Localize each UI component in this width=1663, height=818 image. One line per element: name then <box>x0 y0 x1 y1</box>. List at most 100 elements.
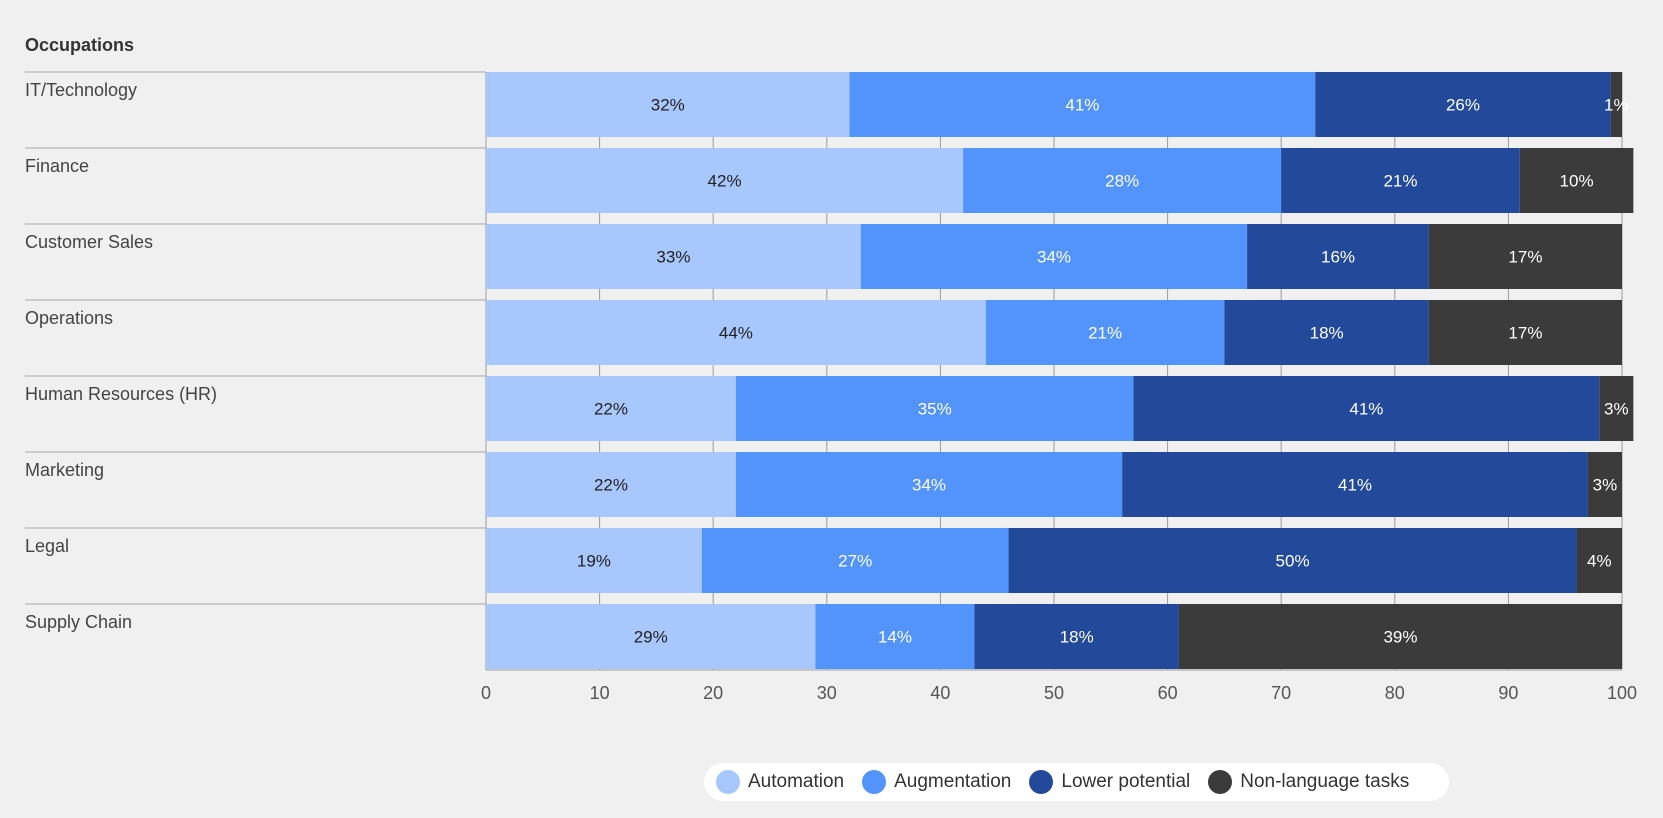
legend-swatch <box>716 770 740 794</box>
data-label: 4% <box>1587 552 1612 571</box>
bar-row: Human Resources (HR) 22% 35% 41% 3% <box>25 375 1634 441</box>
bar-segment <box>486 72 850 137</box>
bar-segment <box>1224 300 1429 365</box>
data-label: 18% <box>1310 324 1344 343</box>
data-label: 28% <box>1105 172 1139 191</box>
bar-segment <box>1281 148 1520 213</box>
x-tick-label: 90 <box>1498 683 1518 703</box>
bar-segment <box>486 604 816 669</box>
data-label: 34% <box>1037 248 1071 267</box>
x-tick-label: 80 <box>1385 683 1405 703</box>
bar-segment <box>1178 604 1622 669</box>
bar-segment <box>1122 452 1588 517</box>
data-label: 26% <box>1446 96 1480 115</box>
bar-segment <box>1576 528 1622 593</box>
category-label: Legal <box>25 536 69 556</box>
bar-segment <box>1247 224 1429 289</box>
category-label: Supply Chain <box>25 612 132 632</box>
x-axis: 0 10 20 30 40 50 60 70 80 90 100 <box>481 669 1637 703</box>
data-label: 10% <box>1560 172 1594 191</box>
bar-row: Customer Sales 33% 34% 16% 17% <box>25 223 1622 289</box>
data-label: 34% <box>912 476 946 495</box>
bar-segment <box>1315 72 1611 137</box>
data-label: 29% <box>634 628 668 647</box>
legend-item: Augmentation <box>862 770 1011 794</box>
legend-swatch <box>862 770 887 794</box>
legend: Automation Augmentation Lower potential Non… <box>704 763 1449 801</box>
bar-row: Legal 19% 27% 50% 4% <box>25 527 1622 593</box>
bar-segment <box>849 72 1316 137</box>
data-label: 14% <box>878 628 912 647</box>
data-label: 50% <box>1276 552 1310 571</box>
data-label: 16% <box>1321 248 1355 267</box>
category-label: Marketing <box>25 460 104 480</box>
legend-item: Non-language tasks <box>1208 770 1409 794</box>
bar-segment <box>1428 300 1622 365</box>
legend-item: Automation <box>716 770 844 794</box>
bar-segment <box>815 604 975 669</box>
x-tick-label: 50 <box>1044 683 1064 703</box>
x-tick-label: 100 <box>1607 683 1637 703</box>
legend-swatch <box>1029 770 1054 794</box>
legend-label: Augmentation <box>894 771 1012 792</box>
bar-segment <box>735 452 1123 517</box>
x-tick-label: 10 <box>590 683 610 703</box>
data-label: 42% <box>708 172 742 191</box>
data-label: 27% <box>838 552 872 571</box>
bar-segment <box>1519 148 1634 213</box>
bar-row: Finance 42% 28% 21% 10% <box>25 147 1634 213</box>
data-label: 22% <box>594 400 628 419</box>
data-label: 44% <box>719 324 753 343</box>
data-label: 32% <box>651 96 685 115</box>
bar-row: Operations 44% 21% 18% 17% <box>25 299 1622 365</box>
bar-segment <box>963 148 1282 213</box>
data-label: 17% <box>1508 248 1542 267</box>
data-label: 1% <box>1604 96 1629 115</box>
bar-segment <box>974 604 1179 669</box>
data-label: 22% <box>594 476 628 495</box>
x-tick-label: 60 <box>1158 683 1178 703</box>
x-tick-label: 40 <box>930 683 950 703</box>
chart-rows: IT/Technology 32% 41% 26% 1% Finance 42% 28% 21%… <box>25 71 1634 669</box>
bar-segment <box>1133 376 1600 441</box>
data-label: 33% <box>656 248 690 267</box>
category-label: Finance <box>25 156 89 176</box>
data-label: 21% <box>1088 324 1122 343</box>
category-label: Customer Sales <box>25 232 153 252</box>
category-label: Human Resources (HR) <box>25 384 217 404</box>
data-label: 39% <box>1383 628 1417 647</box>
data-label: 3% <box>1604 400 1629 419</box>
bar-segment <box>486 148 964 213</box>
legend-label: Lower potential <box>1061 771 1191 792</box>
bar-segment <box>486 224 861 289</box>
legend-swatch <box>1208 770 1233 794</box>
bar-segment <box>1008 528 1577 593</box>
bar-segment <box>1428 224 1622 289</box>
legend-label: Automation <box>748 771 845 792</box>
bar-row: Supply Chain 29% 14% 18% 39% <box>25 603 1622 669</box>
x-tick-label: 20 <box>703 683 723 703</box>
bar-segment <box>735 376 1134 441</box>
data-label: 18% <box>1060 628 1094 647</box>
bar-segment <box>1587 452 1622 517</box>
bar-segment <box>860 224 1248 289</box>
data-label: 3% <box>1593 476 1618 495</box>
data-label: 19% <box>577 552 611 571</box>
bar-segment <box>985 300 1225 365</box>
bar-segment <box>486 376 736 441</box>
data-label: 41% <box>1349 400 1383 419</box>
bar-segment <box>1610 72 1622 137</box>
category-label: Operations <box>25 308 113 328</box>
bar-segment <box>486 300 986 365</box>
data-label: 17% <box>1508 324 1542 343</box>
legend-label: Non-language tasks <box>1240 771 1410 792</box>
bar-row: IT/Technology 32% 41% 26% 1% <box>25 71 1629 137</box>
data-label: 41% <box>1065 96 1099 115</box>
chart-title: Occupations <box>25 35 134 55</box>
bar-row: Marketing 22% 34% 41% 3% <box>25 451 1622 517</box>
legend-item: Lower potential <box>1029 770 1190 794</box>
x-tick-label: 70 <box>1271 683 1291 703</box>
bar-segment <box>486 528 702 593</box>
x-tick-label: 0 <box>481 683 491 703</box>
